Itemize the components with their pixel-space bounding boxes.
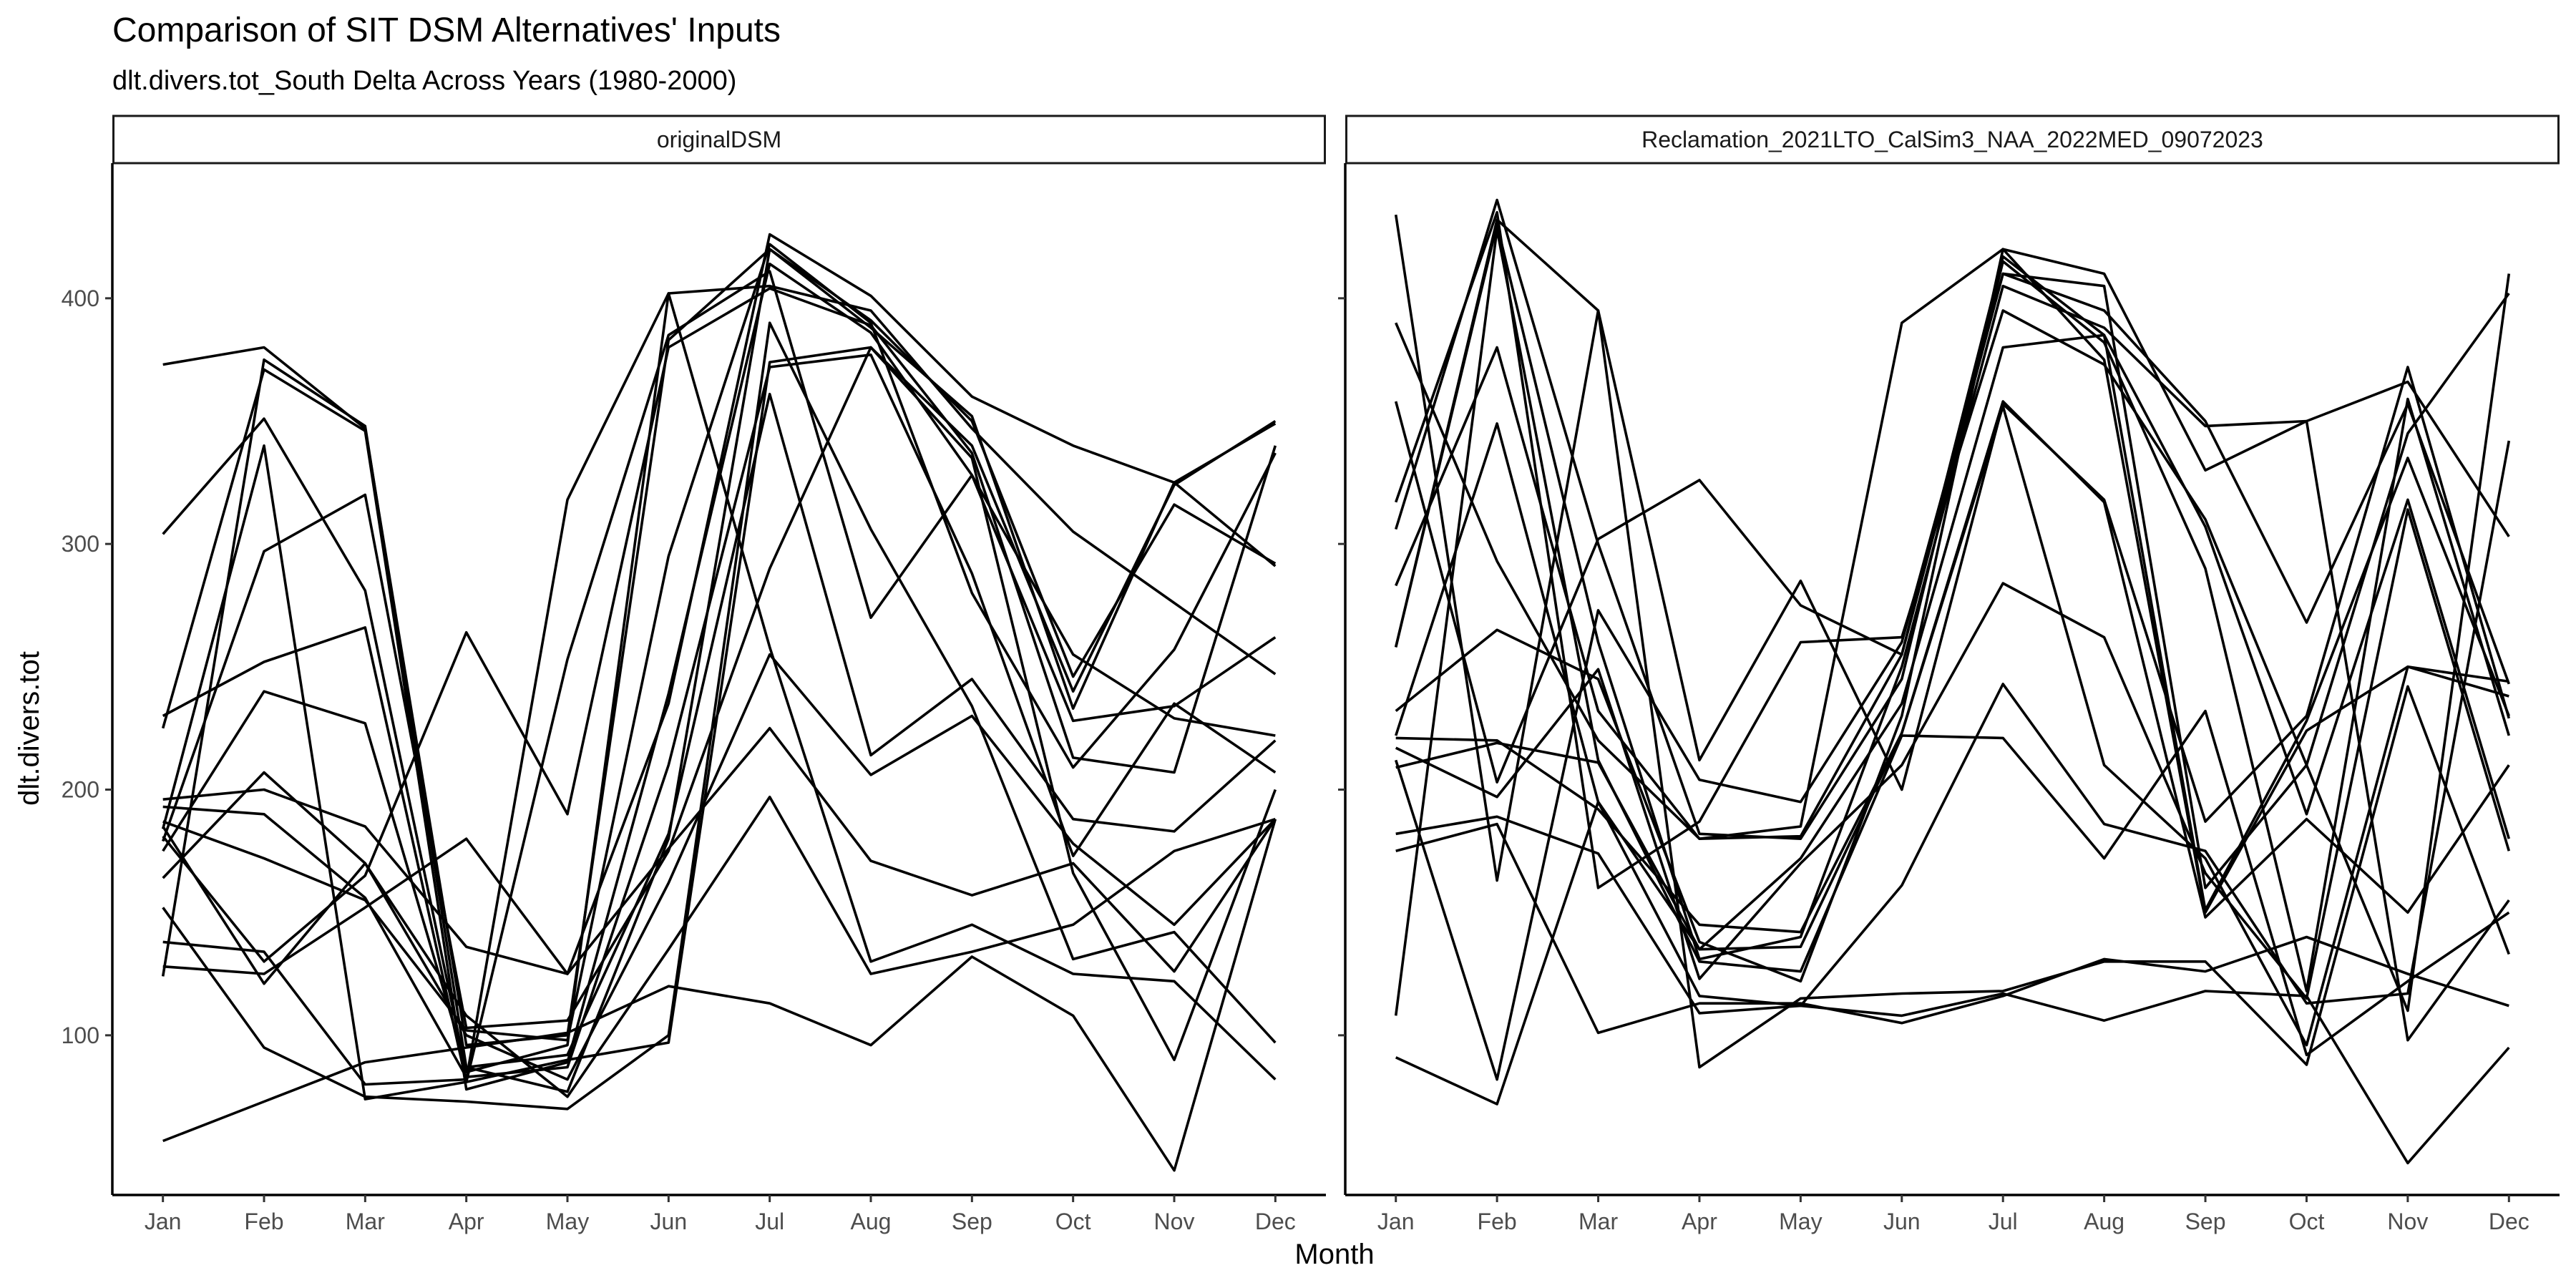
panel-strip: [112, 114, 1326, 165]
x-tick-label: Feb: [1478, 1209, 1517, 1234]
y-tick-label: 200: [62, 777, 99, 803]
x-tick-label: Apr: [1682, 1209, 1717, 1234]
series-line-5: [1394, 198, 2511, 992]
x-tick-label: Jan: [145, 1209, 182, 1234]
series-line-3: [1394, 272, 2510, 784]
series-line-1: [1394, 214, 2511, 882]
x-tick-label: Mar: [346, 1209, 385, 1234]
x-tick-label: Mar: [1579, 1209, 1618, 1234]
panel-strip-label: Reclamation_2021LTO_CalSim3_NAA_2022MED_…: [1641, 127, 2263, 152]
series-line-7: [1394, 223, 2510, 1042]
x-tick-label: Oct: [2289, 1209, 2325, 1234]
y-tick-label: 100: [62, 1023, 99, 1048]
series-line-18: [161, 248, 1277, 1093]
panel-1: originalDSM 100 200 300 400 Jan Feb Mar Apr May Ju…: [62, 114, 1326, 1234]
x-tick-label: Aug: [851, 1209, 892, 1234]
series-line-4: [161, 262, 1276, 1091]
x-tick-label: Jun: [650, 1209, 688, 1234]
x-tick-label: Jul: [755, 1209, 784, 1234]
series-line-17: [1394, 218, 2510, 1069]
y-tick-label: 300: [62, 531, 99, 557]
panel-strip: [1345, 114, 2560, 165]
y-tick-label: 400: [62, 286, 99, 311]
chart-title: Comparison of SIT DSM Alternatives' Inpu…: [112, 11, 781, 49]
series-line-14: [162, 292, 1277, 1086]
chart-subtitle: dlt.divers.tot_South Delta Across Years …: [112, 66, 736, 96]
x-tick-label: Sep: [952, 1209, 992, 1234]
x-tick-label: Oct: [1055, 1209, 1091, 1234]
series-line-18: [1394, 272, 2511, 1081]
series-line-13: [162, 321, 1277, 1111]
panel-strip-label: originalDSM: [657, 127, 781, 152]
series-line-3: [162, 346, 1277, 1083]
series-line-12: [1395, 405, 2509, 1047]
x-tick-label: Sep: [2185, 1209, 2226, 1234]
series-line-9: [162, 287, 1277, 963]
x-tick-label: Jun: [1883, 1209, 1921, 1234]
series-line-16: [162, 796, 1276, 1098]
series-line-12: [162, 653, 1277, 1081]
series-line-10: [162, 346, 1277, 1061]
y-axis-title: dlt.divers.tot: [14, 651, 45, 806]
x-tick-label: Dec: [2489, 1209, 2529, 1234]
series-line-11: [162, 392, 1277, 1069]
series-line-2: [1395, 248, 2510, 840]
x-tick-label: Nov: [1154, 1209, 1195, 1234]
x-tick-label: Apr: [449, 1209, 484, 1234]
x-tick-label: Dec: [1255, 1209, 1296, 1234]
series-line-15: [162, 726, 1277, 975]
x-tick-label: Nov: [2387, 1209, 2428, 1234]
series-line-17: [162, 819, 1277, 1172]
series-line-6: [162, 243, 1277, 1042]
x-axis-title: Month: [1294, 1239, 1374, 1270]
series-line-2: [162, 284, 1277, 1074]
x-tick-label: Aug: [2084, 1209, 2124, 1234]
series-line-15: [1395, 822, 2509, 1035]
x-tick-label: Feb: [244, 1209, 283, 1234]
x-tick-label: Jan: [1377, 1209, 1415, 1234]
series-line-7: [161, 270, 1277, 1101]
series-line-9: [1394, 333, 2510, 951]
series-line-16: [1395, 800, 2510, 1165]
x-tick-label: May: [546, 1209, 589, 1234]
series-line-14: [1394, 228, 2510, 1057]
x-tick-label: May: [1779, 1209, 1822, 1234]
panel-2: Reclamation_2021LTO_CalSim3_NAA_2022MED_…: [1338, 114, 2560, 1234]
x-tick-label: Jul: [1989, 1209, 2018, 1234]
